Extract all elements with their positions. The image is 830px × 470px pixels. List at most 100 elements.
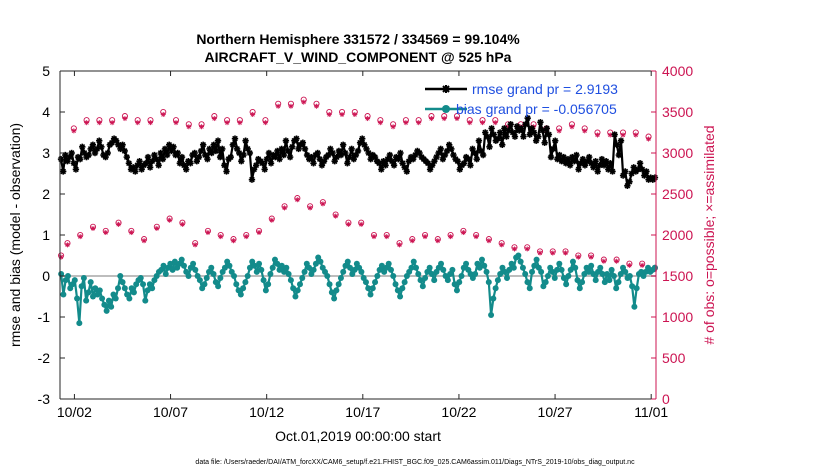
rmse-point — [600, 162, 608, 169]
bias-point — [112, 295, 119, 302]
rmse-point — [441, 151, 449, 159]
rmse-point — [484, 133, 491, 140]
obs-assimilated-point — [588, 254, 594, 260]
obs-count-layer — [58, 96, 658, 272]
rmse-point — [634, 166, 642, 173]
rmse-point — [238, 157, 245, 165]
obs-assimilated-point — [307, 205, 313, 211]
bias-point — [258, 266, 265, 273]
rmse-point — [182, 166, 190, 173]
rmse-point — [231, 135, 239, 142]
rmse-point — [651, 174, 659, 181]
obs-assimilated-point — [135, 120, 141, 126]
bias-point — [167, 260, 174, 267]
rmse-point — [136, 157, 143, 165]
obs-assimilated-point — [141, 238, 147, 244]
obs-assimilated-point — [345, 221, 351, 227]
bias-point — [453, 287, 460, 294]
bias-point — [80, 275, 87, 282]
bias-point — [599, 270, 606, 277]
rmse-point — [85, 151, 92, 159]
rmse-point — [448, 145, 455, 153]
rmse-point — [437, 145, 444, 153]
obs-assimilated-point — [480, 120, 486, 126]
obs-assimilated-point — [646, 136, 652, 142]
rmse-point — [98, 143, 105, 151]
obs-assimilated-point — [492, 120, 498, 126]
bias-point — [608, 266, 615, 273]
obs-assimilated-point — [371, 234, 377, 240]
rmse-point — [199, 141, 207, 149]
rmse-point — [622, 168, 629, 175]
bias-point — [510, 264, 517, 271]
bias-point — [422, 275, 429, 282]
y2-tick-label: 4000 — [662, 63, 693, 79]
bias-point — [358, 268, 365, 275]
bias-point — [385, 260, 392, 267]
y2-tick-label: 1500 — [662, 268, 693, 284]
rmse-point — [537, 119, 544, 126]
bias-point — [237, 291, 244, 298]
bias-point — [137, 275, 144, 282]
rmse-point — [471, 149, 478, 157]
obs-assimilated-point — [511, 246, 517, 252]
obs-assimilated-point — [556, 128, 562, 134]
rmse-point — [59, 168, 67, 175]
bias-point — [335, 281, 342, 288]
bias-point — [463, 260, 470, 267]
obs-assimilated-point — [633, 132, 639, 138]
bias-point — [506, 266, 513, 273]
bias-point — [597, 264, 604, 271]
bias-point — [378, 262, 385, 269]
obs-assimilated-point — [313, 103, 319, 109]
bias-point — [169, 266, 176, 273]
bias-point — [64, 273, 71, 279]
bias-point — [426, 264, 433, 271]
obs-assimilated-point — [473, 234, 479, 240]
rmse-point — [125, 160, 133, 167]
bias-point — [501, 268, 508, 275]
bias-point — [185, 273, 192, 279]
rmse-point — [465, 155, 472, 163]
rmse-point — [390, 162, 398, 169]
bias-point — [504, 275, 510, 282]
bias-point — [251, 262, 258, 269]
bias-point — [617, 270, 624, 277]
rmse-point — [161, 145, 169, 153]
y-tick-label: 3 — [42, 145, 50, 161]
bias-point — [71, 277, 78, 284]
obs-assimilated-point — [390, 124, 396, 130]
obs-assimilated-point — [594, 132, 600, 138]
obs-assimilated-point — [358, 221, 364, 227]
x-tick-label: 10/02 — [57, 404, 92, 420]
rmse-point — [490, 131, 497, 138]
bias-point — [563, 281, 570, 288]
rmse-point — [242, 137, 249, 144]
obs-assimilated-point — [275, 103, 281, 109]
obs-assimilated-point — [205, 230, 211, 236]
legend-bias-label: bias grand pr = -0.056705 — [456, 101, 617, 117]
bias-point — [633, 285, 640, 292]
bias-series-layer — [58, 252, 658, 327]
obs-assimilated-point — [237, 120, 243, 126]
bias-point — [492, 285, 499, 292]
obs-assimilated-point — [486, 238, 492, 244]
obs-assimilated-point — [84, 120, 90, 126]
bias-point — [299, 275, 306, 282]
rmse-point — [543, 125, 550, 132]
bias-point — [574, 277, 581, 284]
rmse-point — [221, 162, 228, 169]
obs-assimilated-point — [365, 116, 371, 122]
rmse-point — [643, 168, 650, 175]
rmse-point — [475, 137, 483, 144]
obs-assimilated-point — [199, 124, 205, 130]
bias-point — [119, 279, 126, 286]
obs-assimilated-point — [384, 234, 390, 240]
legend-bias-marker — [442, 105, 450, 113]
rmse-point — [212, 147, 220, 155]
bias-point — [651, 264, 658, 271]
rmse-point — [342, 149, 349, 157]
rmse-point — [566, 162, 574, 169]
rmse-point — [552, 137, 559, 144]
obs-assimilated-point — [639, 262, 645, 268]
